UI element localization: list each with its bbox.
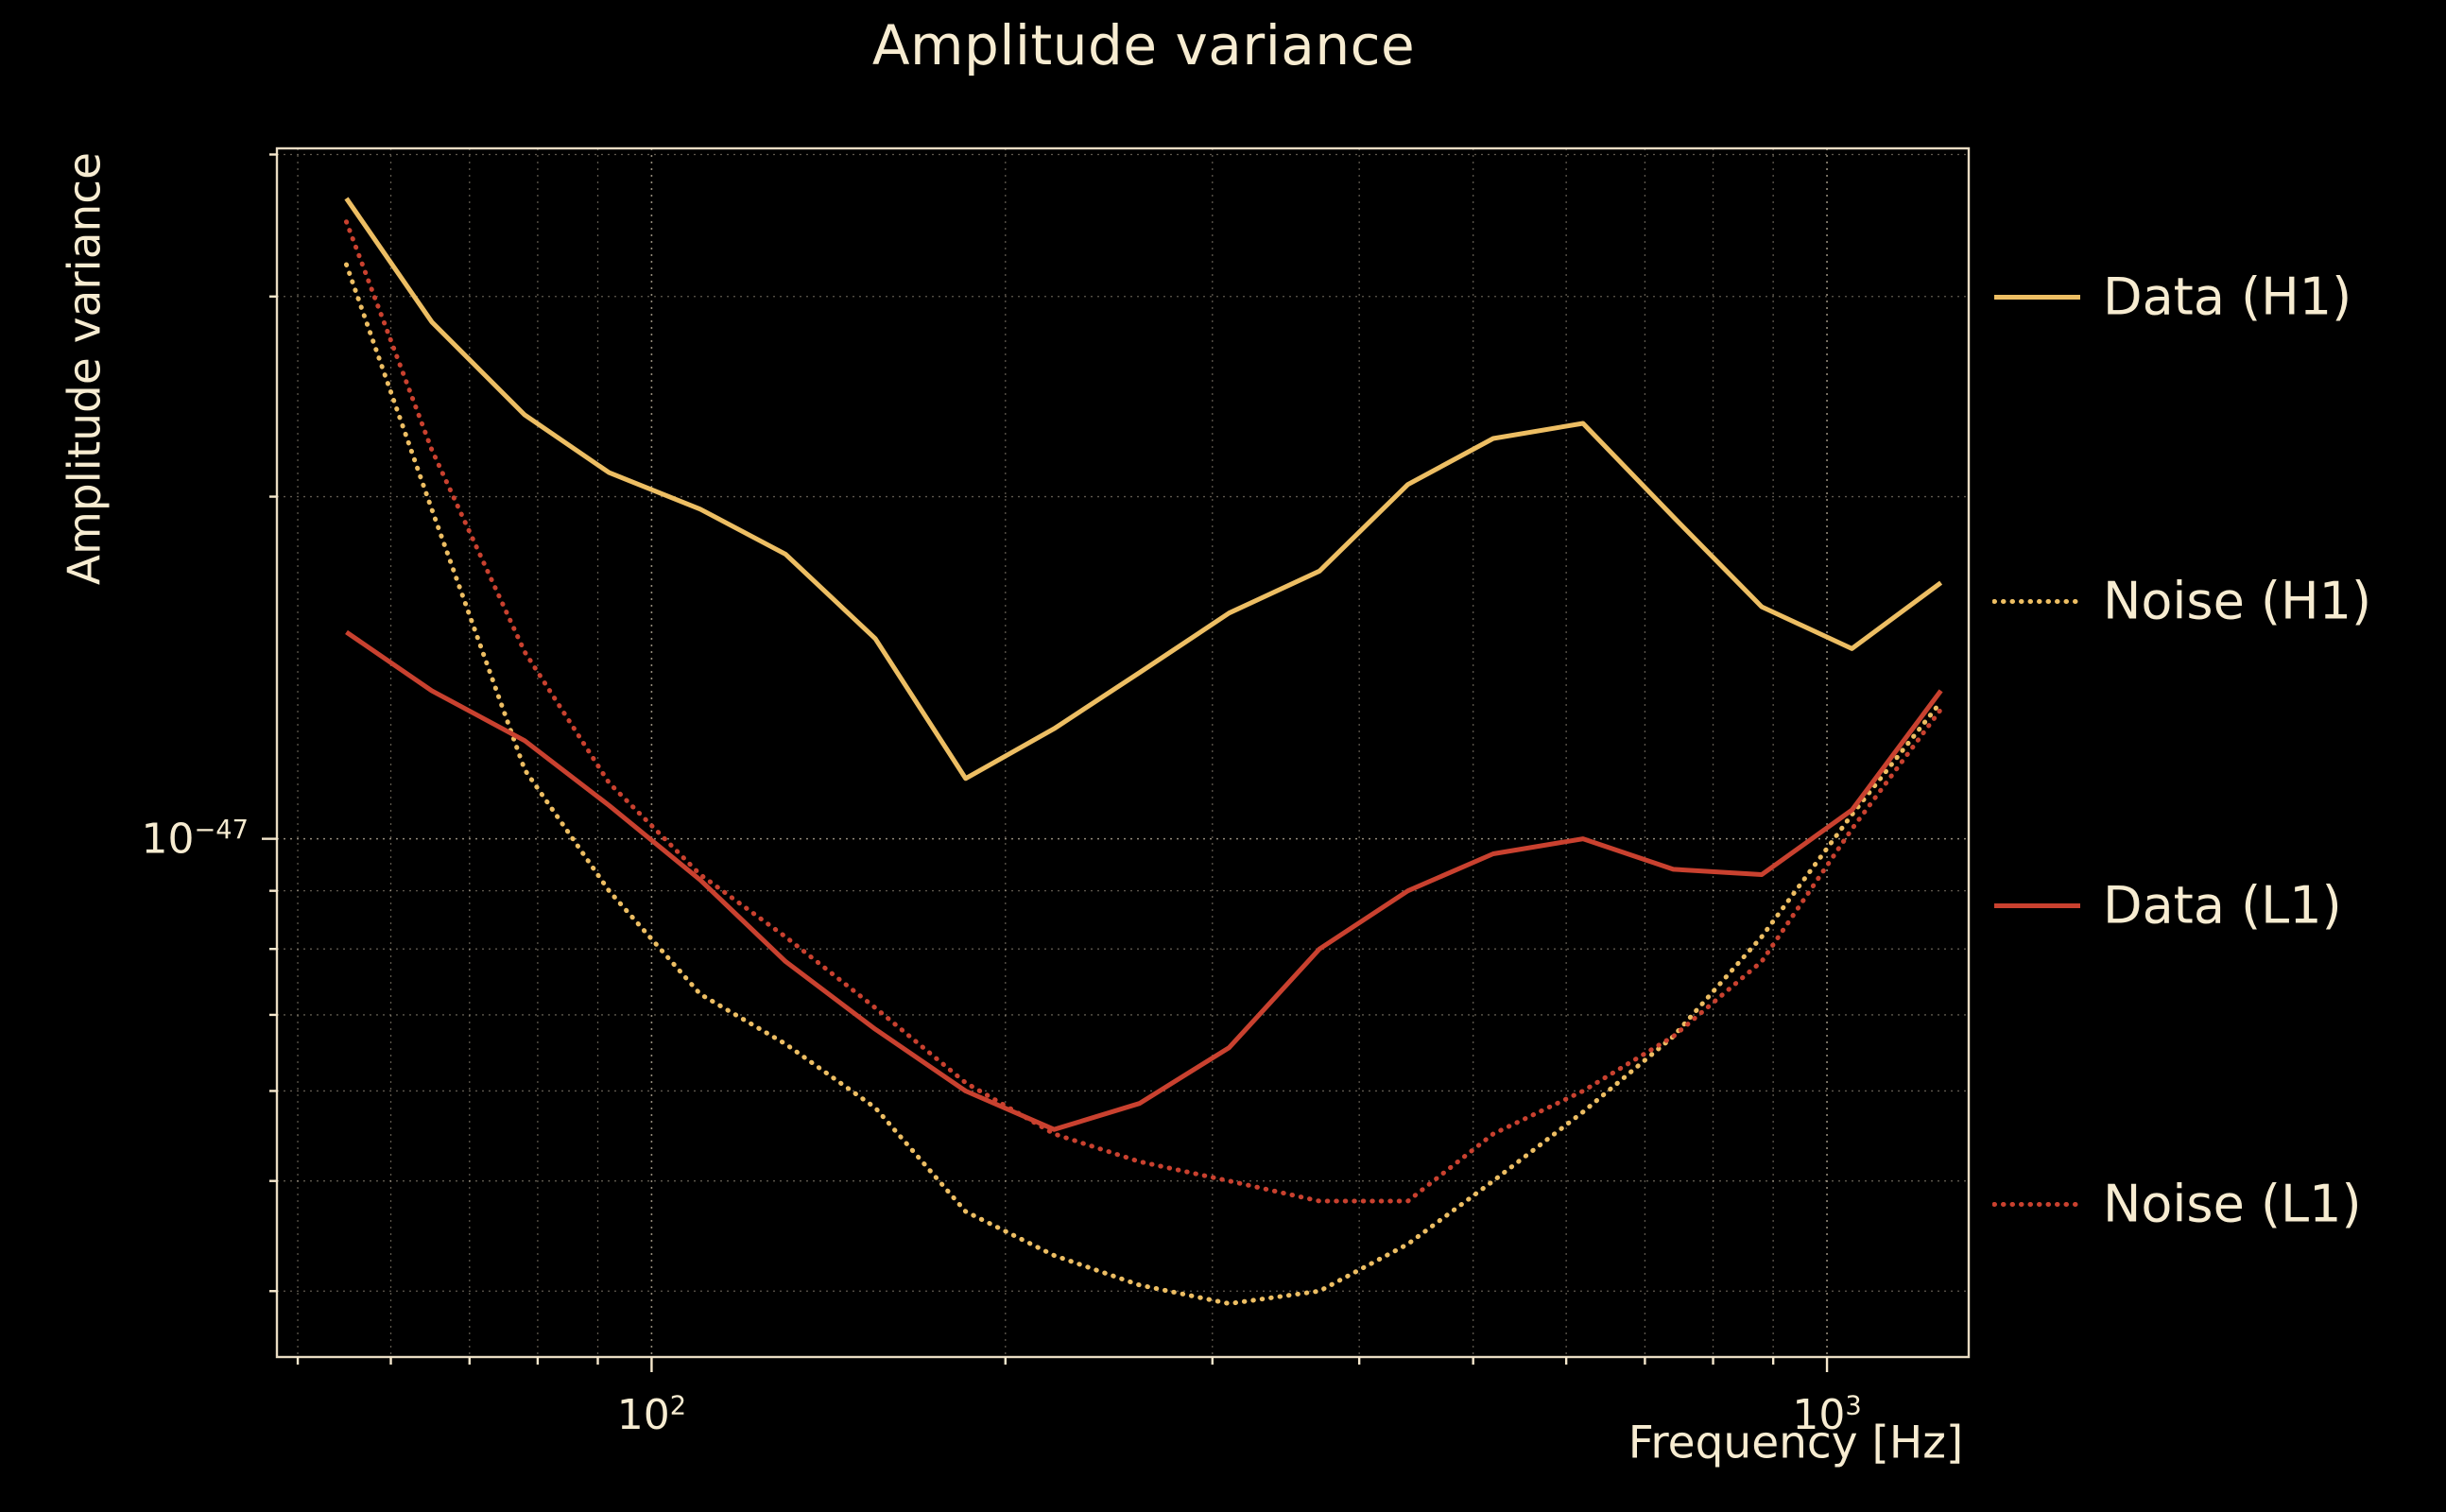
plot-frame (275, 146, 1971, 1359)
plot-canvas (262, 146, 1971, 1372)
y-axis-label: Amplitude variance (59, 151, 112, 586)
legend-line-sample (1992, 1201, 2082, 1207)
legend-label: Data (H1) (2103, 266, 2352, 327)
legend-item-noise-h1: Noise (H1) (1992, 572, 2371, 631)
legend-line-sample (1994, 902, 2080, 908)
x-tick-label: 103 (1792, 1391, 1862, 1439)
legend-label: Noise (H1) (2103, 571, 2372, 631)
series-line-noise-h1 (344, 262, 1944, 1306)
legend-line-sample (1992, 598, 2082, 604)
plot-area (262, 146, 1971, 1372)
series-line-noise-l1 (344, 219, 1944, 1204)
x-axis-label: Frequency [Hz] (1628, 1417, 1964, 1469)
x-tick-label: 102 (616, 1391, 687, 1439)
legend-item-noise-l1: Noise (L1) (1992, 1175, 2362, 1234)
legend-line-sample (1994, 294, 2080, 300)
legend-label: Data (L1) (2103, 875, 2342, 936)
legend-item-data-l1: Data (L1) (1992, 876, 2342, 936)
series-line-data-h1 (344, 197, 1943, 782)
legend-label: Noise (L1) (2103, 1174, 2362, 1234)
legend-item-data-h1: Data (H1) (1992, 267, 2351, 327)
series-line-data-l1 (345, 629, 1943, 1132)
y-tick-label: 10−47 (141, 815, 249, 864)
chart-title: Amplitude variance (871, 13, 1416, 77)
